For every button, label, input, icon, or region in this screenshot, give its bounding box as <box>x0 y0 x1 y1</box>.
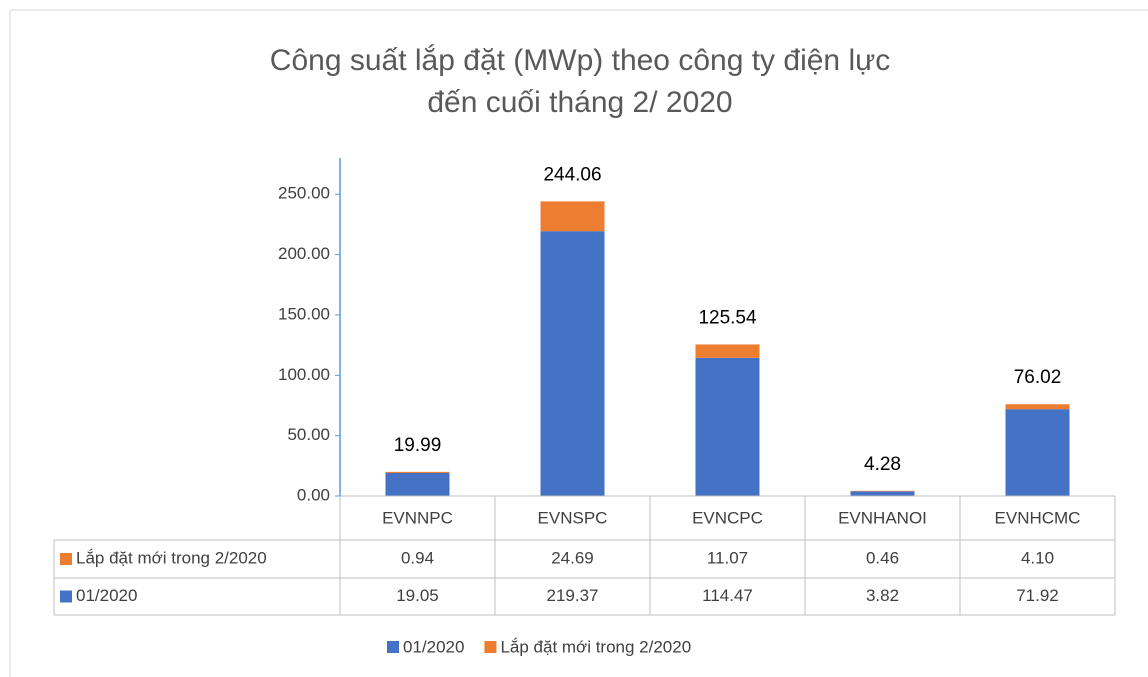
y-tick-label: 150.00 <box>278 304 330 323</box>
legend-label: Lắp đặt mới trong 2/2020 <box>500 637 691 656</box>
total-label: 76.02 <box>1014 367 1062 388</box>
x-tick-label: EVNHANOI <box>838 508 927 527</box>
y-tick-label: 100.00 <box>278 365 330 384</box>
bar-segment <box>695 357 760 496</box>
bar-segment <box>1005 404 1070 410</box>
total-label: 19.99 <box>394 435 442 456</box>
table-value: 71.92 <box>1016 586 1059 605</box>
y-tick-label: 50.00 <box>287 425 330 444</box>
total-label: 244.06 <box>543 164 601 185</box>
bar-segment <box>850 491 915 496</box>
table-value: 0.94 <box>401 548 434 567</box>
bar-segment <box>540 231 605 496</box>
y-tick-label: 250.00 <box>278 184 330 203</box>
table-value: 11.07 <box>707 548 748 567</box>
bar-segment <box>695 344 760 358</box>
chart-title: đến cuối tháng 2/ 2020 <box>427 86 732 119</box>
bar-segment <box>385 473 450 496</box>
total-label: 125.54 <box>698 307 757 328</box>
legend-key <box>484 641 497 653</box>
legend-key <box>387 641 399 653</box>
x-tick-label: EVNNPC <box>382 508 453 527</box>
bar-segment <box>540 201 605 232</box>
table-value: 4.10 <box>1021 548 1054 567</box>
table-series-name: Lắp đặt mới trong 2/2020 <box>76 548 267 567</box>
table-value: 24.69 <box>551 548 594 567</box>
bar-segment <box>385 471 450 474</box>
table-value: 19.05 <box>396 586 439 605</box>
chart-title: Công suất lắp đặt (MWp) theo công ty điệ… <box>270 44 890 77</box>
x-tick-label: EVNSPC <box>538 508 608 527</box>
legend-key <box>60 590 72 603</box>
bar-segment <box>1005 409 1070 496</box>
table-value: 114.47 <box>702 586 753 605</box>
table-series-name: 01/2020 <box>76 586 137 605</box>
total-label: 4.28 <box>864 454 901 475</box>
legend-key <box>60 553 72 565</box>
table-value: 0.46 <box>866 548 899 567</box>
legend-label: 01/2020 <box>403 637 464 656</box>
table-value: 3.82 <box>866 586 899 605</box>
x-tick-label: EVNCPC <box>692 508 763 527</box>
table-value: 219.37 <box>547 586 599 605</box>
x-tick-label: EVNHCMC <box>995 508 1081 527</box>
y-tick-label: 0.00 <box>297 485 330 504</box>
bar-segment <box>850 490 915 492</box>
y-tick-label: 200.00 <box>278 244 330 263</box>
